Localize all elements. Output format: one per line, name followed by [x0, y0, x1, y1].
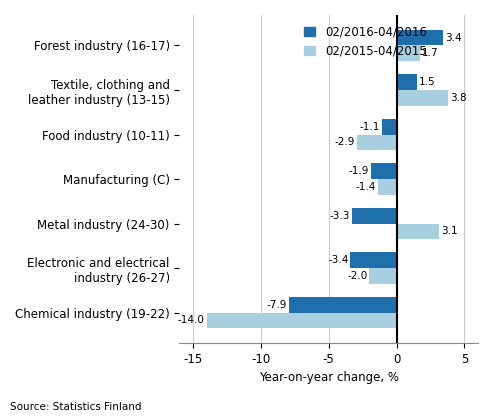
X-axis label: Year-on-year change, %: Year-on-year change, % — [259, 371, 399, 384]
Text: -1.1: -1.1 — [359, 122, 380, 132]
Text: 3.4: 3.4 — [445, 33, 461, 43]
Bar — [396, 90, 448, 106]
Bar — [352, 208, 396, 223]
Bar — [378, 179, 396, 195]
Text: -3.3: -3.3 — [329, 211, 350, 221]
Text: Source: Statistics Finland: Source: Statistics Finland — [10, 402, 141, 412]
Bar — [351, 253, 396, 268]
Bar — [369, 268, 396, 284]
Bar — [396, 223, 439, 239]
Text: 3.1: 3.1 — [441, 226, 458, 236]
Bar — [357, 134, 396, 150]
Bar — [382, 119, 396, 134]
Bar — [396, 30, 443, 45]
Text: 1.5: 1.5 — [419, 77, 436, 87]
Bar — [371, 163, 396, 179]
Text: -3.4: -3.4 — [328, 255, 349, 265]
Text: -7.9: -7.9 — [267, 300, 287, 310]
Text: -14.0: -14.0 — [177, 315, 205, 325]
Text: -1.4: -1.4 — [355, 182, 376, 192]
Text: -2.0: -2.0 — [347, 271, 367, 281]
Text: -1.9: -1.9 — [349, 166, 369, 176]
Text: 3.8: 3.8 — [450, 93, 467, 103]
Bar — [207, 312, 396, 328]
Text: -2.9: -2.9 — [335, 137, 355, 147]
Bar — [396, 74, 417, 90]
Text: 1.7: 1.7 — [422, 48, 438, 58]
Bar — [396, 45, 420, 61]
Legend: 02/2016-04/2016, 02/2015-04/2015: 02/2016-04/2016, 02/2015-04/2015 — [299, 21, 431, 62]
Bar — [289, 297, 396, 312]
